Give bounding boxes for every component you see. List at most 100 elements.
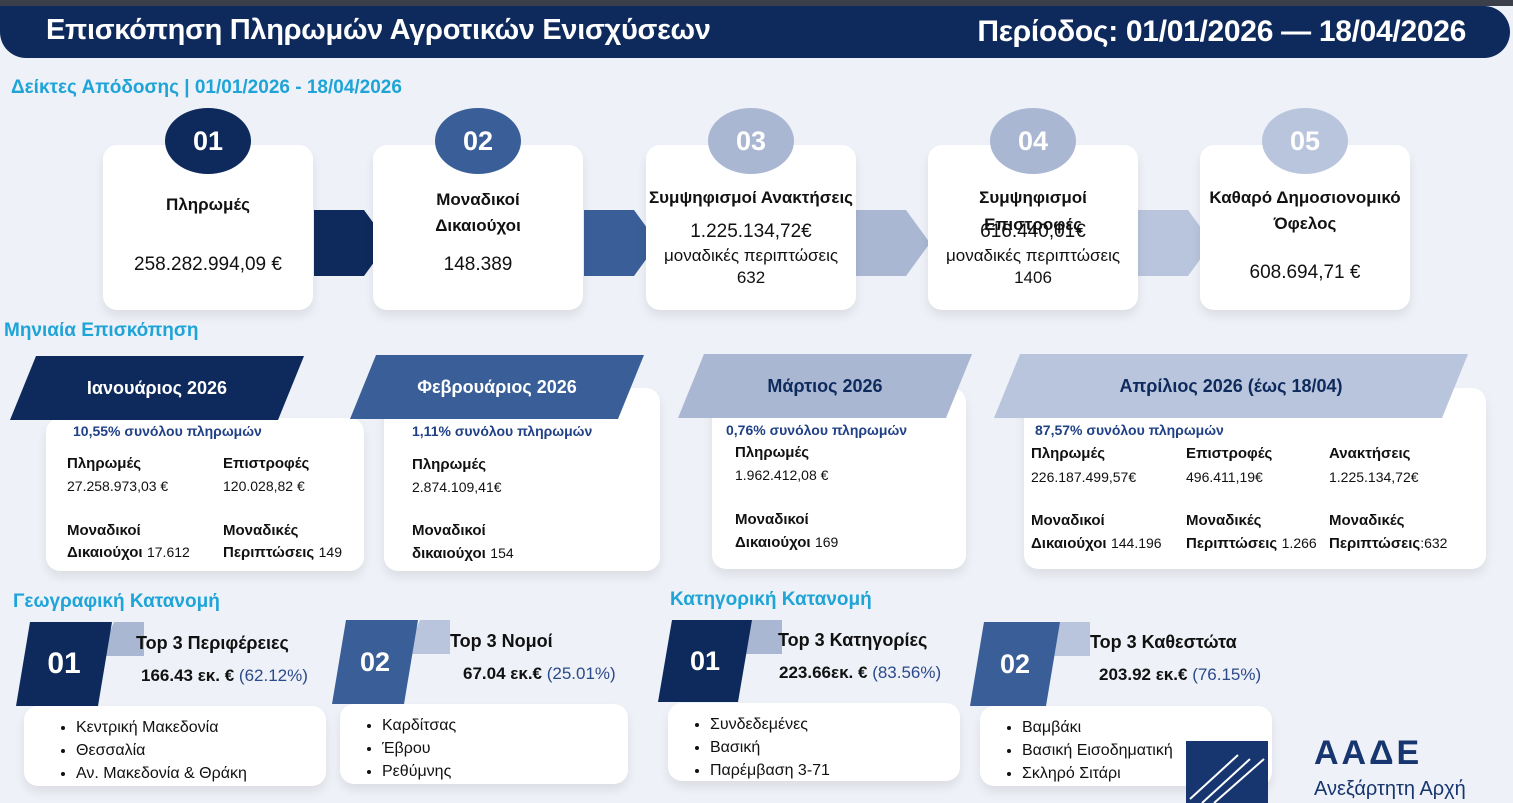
kpi-label: Πληρωμές (166, 195, 250, 214)
kpi-label: Δικαιούχοι (435, 216, 521, 235)
kpi-number-badge: 01 (165, 108, 251, 174)
kpi-card-net-benefit: Καθαρό Δημοσιονομικό Όφελος 608.694,71 € (1200, 145, 1410, 310)
period-label: Περίοδος: 01/01/2026 — 18/04/2026 (977, 15, 1466, 48)
geo-list-1: Κεντρική Μακεδονία Θεσσαλία Αν. Μακεδονί… (24, 706, 326, 786)
kpi-number-badge: 03 (708, 108, 794, 174)
list-item: Θεσσαλία (76, 739, 326, 762)
month-label: Μοναδικές (1186, 512, 1262, 529)
month-pct: 1,11% συνόλου πληρωμών (412, 423, 593, 439)
month-line: δικαιούχοι 154 (412, 545, 514, 562)
month-card-march (712, 388, 966, 569)
month-label: Ανακτήσεις (1329, 445, 1411, 462)
list-item: Αν. Μακεδονία & Θράκη (76, 762, 326, 785)
cat-list-1: Συνδεδεμένες Βασική Παρέμβαση 3-71 (668, 703, 960, 781)
month-line: Περιπτώσεις 1.266 (1186, 535, 1317, 552)
list-item: Καρδίτσας (382, 714, 628, 737)
month-line: Δικαιούχοι 17.612 (67, 544, 190, 561)
arrow-2-icon (584, 210, 658, 276)
kpi-label: Συμψηφισμοί Ανακτήσεις (648, 188, 854, 207)
badge-bg (970, 622, 1060, 706)
kpi-sub: μοναδικές περιπτώσεις (663, 246, 839, 265)
list-item: Βαμβάκι (1022, 716, 1272, 739)
cat-badge: 01 (689, 645, 721, 676)
badge-tab-icon (100, 622, 144, 656)
kpi-number-badge: 05 (1262, 108, 1348, 174)
kpi-value: 616.440,01€ (980, 221, 1086, 242)
geo-section-title: Γεωγραφική Κατανομή (13, 591, 220, 612)
badge-bg (658, 620, 752, 702)
month-banner: Ιανουάριος 2026 (86, 377, 228, 398)
cat-block-title: Top 3 Καθεστώτα (1090, 632, 1237, 652)
month-banner-bg (10, 356, 304, 420)
month-banner-bg (994, 354, 1468, 418)
month-label: Πληρωμές (412, 456, 487, 473)
month-label: Πληρωμές (67, 455, 142, 472)
month-banner-bg (678, 354, 972, 418)
kpi-card-recoveries: Συμψηφισμοί Ανακτήσεις 1.225.134,72€ μον… (646, 145, 856, 310)
logo-subtitle: Ανεξάρτητη Αρχή (1314, 778, 1466, 800)
month-banner: Φεβρουάριος 2026 (417, 376, 577, 397)
month-label: Μοναδικές (1329, 512, 1405, 529)
kpi-number-badge: 04 (990, 108, 1076, 174)
month-card-april (1024, 388, 1486, 569)
month-value: 120.028,82 € (223, 478, 305, 494)
kpi-sub: 1406 (1014, 268, 1052, 287)
arrow-3-icon (856, 210, 930, 276)
badge-tab-icon (406, 620, 450, 654)
badge-bg (332, 620, 418, 704)
page-header: Επισκόπηση Πληρωμών Αγροτικών Ενισχύσεων… (0, 6, 1510, 58)
list-item: Έβρου (382, 737, 628, 760)
month-line: Περιπτώσεις 149 (223, 544, 342, 561)
kpi-label: Συμψηφισμοί Επιστροφές (979, 188, 1087, 234)
month-label: Πληρωμές (1031, 445, 1106, 462)
month-card-january (46, 418, 364, 571)
kpi-label: Μοναδικοί (436, 190, 520, 209)
list-item: Κεντρική Μακεδονία (76, 716, 326, 739)
geo-badge: 02 (359, 646, 391, 677)
kpi-value: 258.282.994,09 € (134, 254, 282, 275)
kpi-number-badge: 02 (435, 108, 521, 174)
month-pct: 0,76% συνόλου πληρωμών (726, 422, 908, 438)
month-line: Δικαιούχοι 169 (735, 534, 839, 551)
month-label: Μοναδικοί (412, 522, 486, 539)
month-banner-bg (350, 355, 644, 419)
month-label: Πληρωμές (735, 444, 810, 461)
geo-block-title: Top 3 Περιφέρειες (136, 633, 289, 653)
geo-block-value: 166.43 εκ. € (62.12%) (141, 666, 308, 685)
geo-block-value: 67.04 εκ.€ (25.01%) (463, 664, 616, 683)
cat-block-value: 203.92 εκ.€ (76.15%) (1099, 665, 1262, 684)
kpi-value: 1.225.134,72€ (690, 221, 812, 242)
month-label: Μοναδικοί (67, 522, 141, 539)
kpi-value: 608.694,71 € (1249, 262, 1361, 283)
month-line: Δικαιούχοι 144.196 (1031, 535, 1162, 552)
month-value: 496.411,19€ (1186, 469, 1263, 485)
month-banner: Απρίλιος 2026 (έως 18/04) (1119, 375, 1343, 396)
geo-block-title: Top 3 Νομοί (450, 631, 553, 651)
list-item: Βασική (710, 736, 960, 759)
month-value: 27.258.973,03 € (67, 478, 169, 494)
list-item: Ρεθύμνης (382, 760, 628, 783)
month-banner: Μάρτιος 2026 (767, 375, 883, 396)
list-item: Παρέμβαση 3-71 (710, 759, 960, 782)
month-label: Μοναδικοί (1031, 512, 1105, 529)
month-label: Επιστροφές (223, 455, 310, 472)
kpi-label: Όφελος (1273, 214, 1337, 233)
list-item: Συνδεδεμένες (710, 713, 960, 736)
cat-block-title: Top 3 Κατηγορίες (778, 630, 928, 650)
kpi-label: Καθαρό Δημοσιονομικό (1209, 188, 1401, 207)
arrow-4-icon (1128, 210, 1212, 276)
month-pct: 87,57% συνόλου πληρωμών (1035, 422, 1224, 438)
cat-badge: 02 (999, 648, 1031, 679)
monthly-section-title: Μηνιαία Επισκόπηση (4, 320, 199, 341)
list-item: Σκληρό Σιτάρι (1022, 762, 1272, 785)
month-pct: 10,55% συνόλου πληρωμών (73, 423, 262, 439)
kpi-value: 148.389 (443, 254, 513, 275)
cat-section-title: Κατηγορική Κατανομή (670, 589, 872, 610)
month-label: Επιστροφές (1186, 445, 1273, 462)
month-line: Περιπτώσεις:632 (1329, 535, 1448, 552)
month-value: 1.962.412,08 € (735, 467, 829, 483)
kpi-sub: μοναδικές περιπτώσεις (945, 246, 1121, 265)
month-label: Μοναδικοί (735, 511, 809, 528)
month-value: 226.187.499,57€ (1031, 469, 1137, 485)
page-title: Επισκόπηση Πληρωμών Αγροτικών Ενισχύσεων (46, 14, 711, 46)
